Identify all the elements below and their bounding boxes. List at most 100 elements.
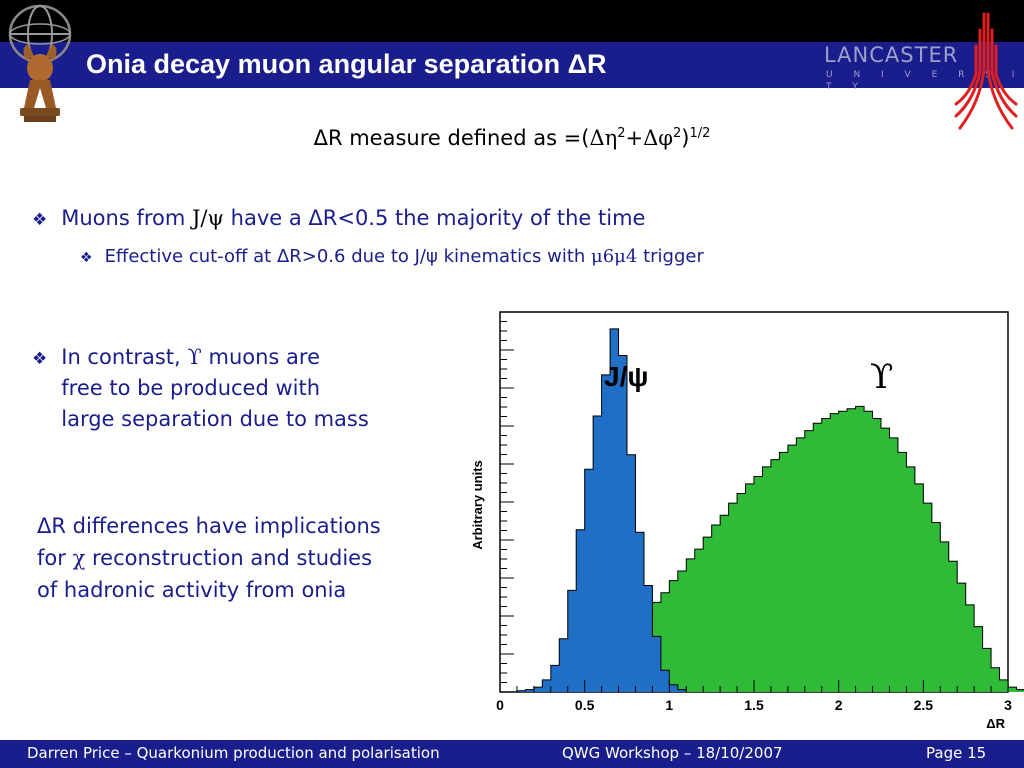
- histogram-bin: [677, 570, 687, 692]
- x-tick-label: 3: [1004, 697, 1012, 713]
- histogram-bin: [550, 665, 560, 692]
- histogram-bin: [643, 585, 653, 692]
- histogram-bin: [635, 532, 645, 692]
- legend-jpsi: J/ψ: [604, 361, 648, 392]
- x-tick-label: 1.5: [744, 697, 764, 713]
- bullet-3-prefix: In contrast,: [61, 345, 188, 369]
- histogram-bin: [559, 638, 569, 692]
- histogram-bin: [660, 670, 670, 692]
- histogram-bin: [779, 452, 789, 692]
- histogram-bin: [754, 476, 763, 692]
- histogram-bin: [516, 690, 526, 692]
- histogram-bin: [720, 515, 729, 692]
- footer-event: QWG Workshop – 18/10/2007: [562, 744, 783, 762]
- x-tick-label: 0: [496, 697, 504, 713]
- histogram-bin: [965, 604, 975, 692]
- university-logo-icon: [954, 12, 1018, 130]
- histogram-bin: [897, 452, 907, 692]
- histogram-bin: [881, 428, 890, 692]
- histogram-bin: [711, 524, 721, 692]
- histogram-bin: [940, 541, 950, 692]
- histogram-bin: [533, 687, 543, 692]
- histogram-bin: [1016, 689, 1024, 692]
- delta-eta: Δη: [589, 126, 618, 150]
- bullet-2-suffix: trigger: [637, 246, 704, 267]
- histogram-bin: [686, 558, 696, 692]
- x-tick-label: 0.5: [575, 697, 595, 713]
- bullet-jpsi-separation: ❖ Muons from J/ψ have a ΔR<0.5 the majori…: [32, 206, 645, 230]
- title-bar: [0, 42, 1024, 88]
- histogram-bin: [618, 355, 628, 692]
- histogram-bin: [610, 328, 619, 692]
- histogram-bin: [821, 418, 831, 692]
- histogram-bin: [787, 445, 797, 692]
- histogram-bin: [525, 689, 535, 692]
- histogram-bin: [906, 466, 916, 692]
- delta-r-histogram: 0 0.5 1 1.5 2 2.5 3 Arbitrary units ΔR J/ψ ϒ: [470, 311, 1024, 731]
- histogram-bin: [847, 408, 856, 692]
- bullet-upsilon-contrast: ❖ In contrast, ϒ muons are free to be prod…: [32, 342, 369, 435]
- histogram-bin: [762, 466, 772, 692]
- histogram-bin: [804, 430, 814, 692]
- bullet-3-line-1: muons are: [201, 345, 321, 369]
- x-tick-label: 1: [665, 697, 673, 713]
- note-line-3: of hadronic activity from onia: [37, 578, 347, 602]
- footer-page: Page 15: [926, 744, 987, 762]
- histogram-bin: [770, 459, 780, 692]
- atlas-logo-icon: [8, 4, 72, 122]
- histogram-bin: [703, 537, 713, 692]
- sqrt-exponent: 1/2: [689, 126, 711, 141]
- eta-exponent: 2: [617, 126, 626, 141]
- histogram-bin: [1008, 687, 1017, 692]
- diamond-bullet-icon: ❖: [80, 250, 93, 266]
- histogram-bin: [694, 549, 704, 692]
- phi-exponent: 2: [673, 126, 682, 141]
- x-tick-label: 2: [835, 697, 843, 713]
- histogram-bin: [914, 483, 924, 692]
- note-chi: χ: [72, 546, 86, 570]
- histogram-bin: [923, 503, 933, 692]
- bullet-3-line-2: free to be produced with: [61, 376, 321, 400]
- histogram-bin: [974, 626, 983, 692]
- histogram-bin: [627, 454, 636, 692]
- note-line-2-suffix: reconstruction and studies: [85, 546, 373, 570]
- bullet-1-prefix: Muons from: [61, 206, 192, 230]
- histogram-bin: [838, 411, 848, 692]
- histogram-bin: [737, 493, 746, 692]
- histogram-series-jpsi: [516, 328, 687, 692]
- histogram-bin: [593, 416, 602, 692]
- histogram-bin: [796, 437, 806, 692]
- bullet-3-line-3: large separation due to mass: [61, 407, 369, 431]
- histogram-bin: [745, 483, 755, 692]
- histogram-bin: [982, 648, 992, 692]
- histogram-bin: [576, 529, 586, 692]
- histogram-bin: [957, 583, 967, 692]
- histogram-bin: [948, 561, 958, 692]
- diamond-bullet-icon: ❖: [32, 210, 48, 230]
- histogram-bin: [669, 580, 679, 692]
- slide-title: Onia decay muon angular separation ΔR: [86, 49, 607, 79]
- histogram-bin: [677, 689, 687, 692]
- histogram-bin: [872, 418, 882, 692]
- y-axis-label: Arbitrary units: [470, 460, 485, 550]
- diamond-bullet-icon: ❖: [32, 349, 48, 369]
- histogram-bin: [584, 469, 594, 692]
- histogram-bin: [830, 413, 840, 692]
- histogram-bin: [669, 684, 679, 692]
- footer-author: Darren Price – Quarkonium production and…: [27, 744, 440, 762]
- bullet-3-upsilon: ϒ: [187, 345, 202, 369]
- histogram-bin: [991, 667, 1000, 692]
- bullet-2-text: Effective cut-off at ΔR>0.6 due to J/ψ k…: [104, 246, 592, 267]
- org-name: LANCASTER: [824, 43, 959, 67]
- closing-paren: ): [681, 126, 690, 150]
- delta-r-definition: ΔR measure defined as =(Δη2+Δφ2)1/2: [0, 126, 1024, 150]
- histogram-bin: [889, 437, 899, 692]
- histogram-bin: [542, 679, 552, 692]
- footer-bar: [0, 740, 1024, 768]
- histogram-bin: [652, 636, 662, 692]
- note-line-2-prefix: for: [37, 546, 73, 570]
- histogram-bin: [728, 503, 738, 692]
- histogram-bin: [999, 679, 1009, 692]
- top-bar: [0, 0, 1024, 42]
- x-tick-label: 2.5: [914, 697, 934, 713]
